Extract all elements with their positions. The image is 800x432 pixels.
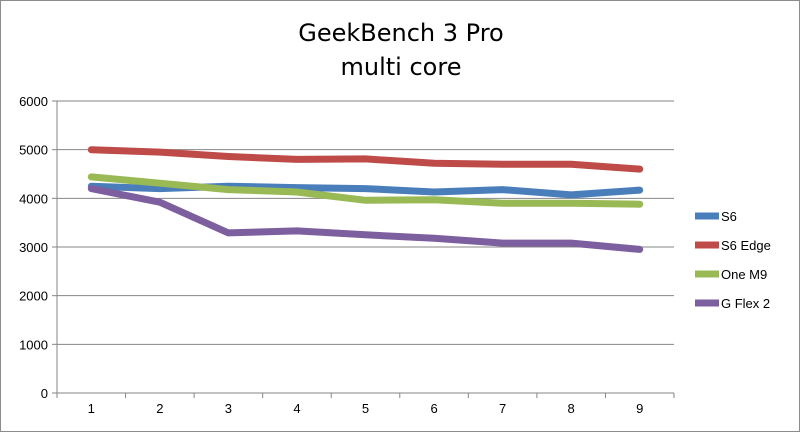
y-tick-label: 3000 (19, 240, 48, 255)
legend-item-s6-edge: S6 Edge (695, 238, 771, 253)
y-axis-tick-labels: 0 1000 2000 3000 4000 5000 6000 (19, 94, 48, 401)
axes (52, 100, 675, 398)
x-tick-label: 6 (430, 401, 437, 416)
x-tick-label: 2 (156, 401, 163, 416)
series-line-s6-edge (87, 146, 644, 173)
y-tick-label: 4000 (19, 191, 48, 206)
legend: S6 S6 Edge One M9 G Flex 2 (695, 209, 771, 311)
series-lines (87, 146, 644, 253)
legend-label: S6 Edge (721, 238, 771, 253)
chart-title-line-2: multi core (341, 53, 462, 81)
legend-label: G Flex 2 (721, 296, 770, 311)
chart-title-line-1: GeekBench 3 Pro (298, 19, 503, 47)
x-tick-label: 5 (362, 401, 369, 416)
x-tick-label: 1 (88, 401, 95, 416)
x-tick-label: 3 (225, 401, 232, 416)
x-tick-label: 7 (499, 401, 506, 416)
legend-item-one-m9: One M9 (695, 267, 767, 282)
legend-label: One M9 (721, 267, 767, 282)
legend-item-s6: S6 (695, 209, 737, 224)
legend-item-g-flex-2: G Flex 2 (695, 296, 770, 311)
y-tick-label: 5000 (19, 143, 48, 158)
x-tick-label: 9 (636, 401, 643, 416)
x-axis-tick-labels: 1 2 3 4 5 6 7 8 9 (88, 401, 644, 416)
y-tick-label: 6000 (19, 94, 48, 109)
y-tick-label: 2000 (19, 289, 48, 304)
y-tick-label: 1000 (19, 337, 48, 352)
x-tick-label: 4 (293, 401, 300, 416)
x-tick-label: 8 (568, 401, 575, 416)
legend-label: S6 (721, 209, 737, 224)
chart-title: GeekBench 3 Pro multi core (298, 19, 503, 81)
y-tick-label: 0 (41, 386, 48, 401)
